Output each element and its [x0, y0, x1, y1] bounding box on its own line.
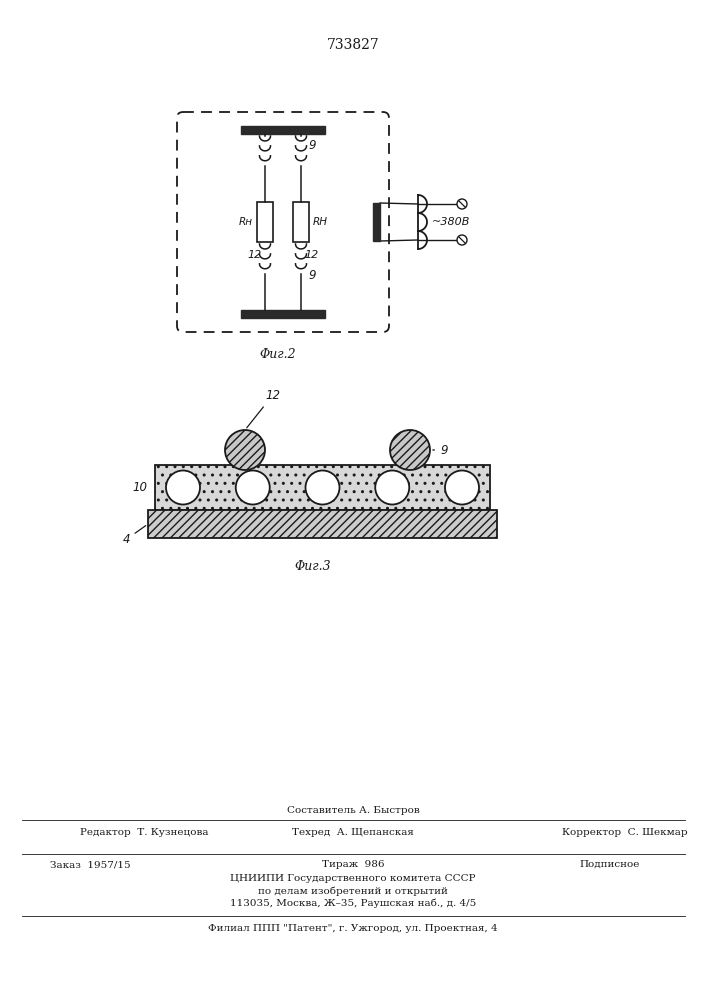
Bar	[293, 202, 309, 242]
Text: Корректор  С. Шекмар: Корректор С. Шекмар	[562, 828, 688, 837]
Text: 113035, Москва, Ж–35, Раушская наб., д. 4/5: 113035, Москва, Ж–35, Раушская наб., д. …	[230, 898, 476, 908]
Bar	[373, 203, 380, 241]
Text: Заказ  1957/15: Заказ 1957/15	[50, 860, 131, 869]
Text: 12: 12	[247, 250, 262, 260]
Text: по делам изобретений и открытий: по делам изобретений и открытий	[258, 886, 448, 896]
Text: 10: 10	[132, 481, 147, 494]
Text: RН: RН	[313, 217, 328, 227]
Circle shape	[225, 430, 265, 470]
Bar	[148, 510, 497, 538]
Text: 9: 9	[308, 139, 316, 152]
Text: 4: 4	[122, 526, 146, 546]
Text: Φиг.3: Φиг.3	[294, 560, 331, 573]
Text: Φиг.2: Φиг.2	[259, 348, 296, 361]
Text: 733827: 733827	[327, 38, 380, 52]
Circle shape	[375, 471, 409, 504]
Bar	[241, 310, 325, 318]
Circle shape	[166, 471, 200, 504]
Bar	[155, 465, 490, 510]
Text: Составитель А. Быстров: Составитель А. Быстров	[286, 806, 419, 815]
Text: Техред  А. Щепанская: Техред А. Щепанская	[292, 828, 414, 837]
Bar	[241, 126, 325, 134]
Circle shape	[235, 471, 270, 504]
Text: 9: 9	[433, 444, 448, 456]
Text: Филиал ППП "Патент", г. Ужгород, ул. Проектная, 4: Филиал ППП "Патент", г. Ужгород, ул. Про…	[208, 924, 498, 933]
Text: ~380В: ~380В	[432, 217, 470, 227]
Circle shape	[390, 430, 430, 470]
Text: Редактор  Т. Кузнецова: Редактор Т. Кузнецова	[80, 828, 209, 837]
Circle shape	[457, 235, 467, 245]
Circle shape	[457, 199, 467, 209]
Text: 12: 12	[247, 389, 280, 428]
Circle shape	[445, 471, 479, 504]
Text: Rн: Rн	[239, 217, 253, 227]
Text: 12: 12	[304, 250, 318, 260]
Text: Тираж  986: Тираж 986	[322, 860, 384, 869]
Bar	[257, 202, 273, 242]
Text: 9: 9	[308, 269, 316, 282]
Text: Подписное: Подписное	[580, 860, 640, 869]
Circle shape	[305, 471, 339, 504]
Text: ЦНИИПИ Государственного комитета СССР: ЦНИИПИ Государственного комитета СССР	[230, 874, 476, 883]
